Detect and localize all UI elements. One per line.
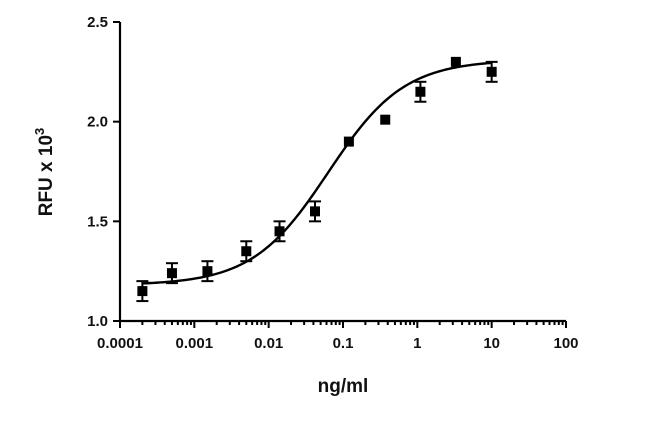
y-axis-title: RFU x 103 (32, 128, 57, 217)
axes (118, 22, 566, 323)
y-axis-title-superscript: 3 (32, 128, 47, 135)
data-point (137, 286, 148, 297)
x-tick-label: 1 (413, 335, 421, 352)
y-tick-label: 2.0 (87, 114, 108, 131)
data-point (486, 66, 497, 77)
data-point (309, 206, 320, 217)
data-point (241, 246, 252, 257)
x-tick-label: 100 (553, 335, 578, 352)
data-point (450, 56, 461, 67)
y-ticks: 1.0 1.5 2.0 2.5 (87, 14, 120, 330)
data-point (166, 268, 177, 279)
x-ticks: 0.0001 0.001 0.01 0.1 1 10 100 (97, 321, 579, 352)
fit-curve-layer (142, 61, 492, 285)
fit-curve (142, 61, 492, 285)
data-point (202, 266, 213, 277)
y-axis-title-base: RFU x 10 (36, 135, 57, 216)
data-point (343, 136, 354, 147)
data-points (136, 56, 498, 303)
y-tick-label: 1.5 (87, 213, 108, 230)
data-point (415, 86, 426, 97)
x-axis-title: ng/ml (318, 376, 369, 397)
x-tick-label: 0.1 (333, 335, 354, 352)
y-tick-label: 1.0 (87, 313, 108, 330)
y-tick-label: 2.5 (87, 14, 108, 31)
y-axis-title-group: RFU x 103 (32, 128, 57, 217)
x-tick-label: 10 (483, 335, 500, 352)
data-point (274, 226, 285, 237)
x-tick-label: 0.0001 (97, 335, 143, 352)
x-tick-label: 0.001 (176, 335, 214, 352)
x-tick-label: 0.01 (254, 335, 283, 352)
data-point (380, 114, 391, 125)
